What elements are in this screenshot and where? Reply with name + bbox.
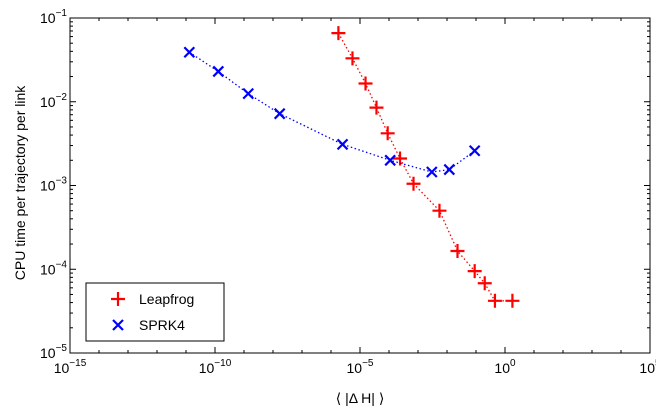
data-point-plus [331, 26, 346, 41]
data-point-x [242, 87, 255, 100]
y-tick-label: 10−2 [40, 92, 67, 110]
series-line-sprk4 [188, 51, 476, 173]
y-axis-label: CPU time per trajectory per link [12, 85, 28, 281]
data-point-x [426, 166, 438, 178]
data-point-plus [358, 76, 373, 91]
x-axis-label: ⟨ |Δ H| ⟩ [336, 390, 385, 406]
data-point-x [212, 65, 225, 78]
legend-item-leapfrog: Leapfrog [111, 291, 194, 307]
legend-label: SPRK4 [139, 317, 185, 333]
legend-marker-x [112, 319, 124, 331]
data-point-x [468, 144, 481, 157]
data-point-plus [380, 126, 395, 141]
y-tick-label: 10−4 [40, 259, 67, 277]
data-point-plus [487, 293, 502, 308]
series-leapfrog [331, 26, 520, 308]
data-point-x [273, 107, 286, 120]
data-point-x [443, 163, 456, 176]
data-point-plus [406, 176, 421, 191]
data-point-plus [505, 293, 520, 308]
axes-layer: 10−15 10−10 10−5 100 105 10−5 10−4 10−3 10−2 10−1 [40, 8, 656, 376]
data-point-plus [345, 51, 360, 66]
x-tick-label: 105 [639, 358, 656, 376]
y-tick-label: 10−1 [40, 8, 67, 26]
y-tick-label: 10−5 [40, 343, 67, 361]
legend-marker-plus [111, 292, 125, 306]
data-point-plus [477, 276, 492, 291]
data-point-plus [467, 264, 482, 279]
y-tick-label: 10−3 [40, 176, 67, 194]
x-tick-label: 10−15 [54, 358, 87, 376]
x-tick-label: 10−10 [199, 358, 232, 376]
x-tick-label: 10−5 [347, 358, 374, 376]
data-point-x [183, 46, 196, 59]
x-tick-label: 100 [494, 358, 516, 376]
data-point-x [384, 154, 396, 167]
series-sprk4 [183, 46, 481, 178]
data-point-plus [369, 100, 384, 115]
data-point-plus [393, 151, 408, 166]
legend-box [85, 282, 225, 342]
data-point-x [336, 138, 349, 151]
legend-item-sprk4: SPRK4 [112, 317, 185, 333]
legend-label: Leapfrog [139, 291, 194, 307]
legend: Leapfrog SPRK4 [85, 282, 225, 342]
data-point-plus [432, 203, 447, 218]
data-point-plus [450, 244, 465, 259]
